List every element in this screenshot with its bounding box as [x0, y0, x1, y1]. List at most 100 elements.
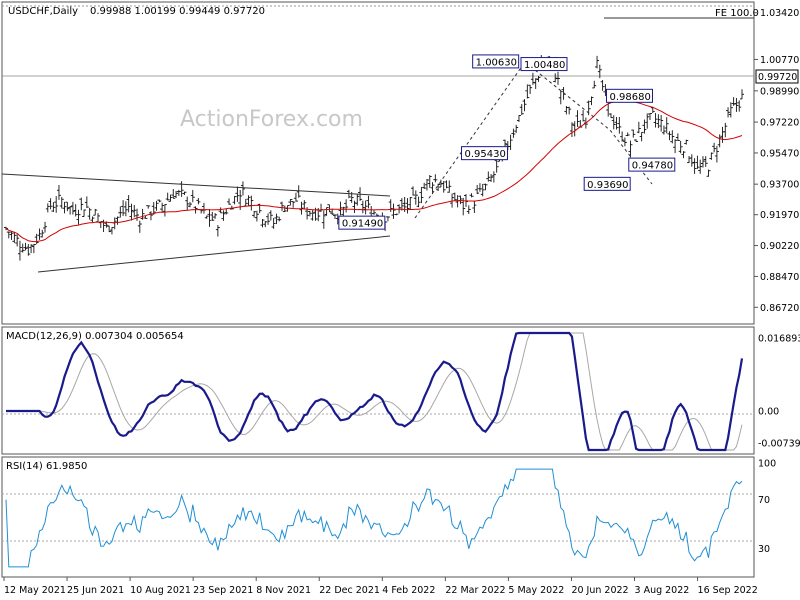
annotation-box: 0.95430	[461, 146, 509, 161]
ohlc-bar	[126, 195, 131, 213]
ohlc-bar	[268, 210, 273, 221]
ohlc-bar	[667, 131, 672, 141]
ohlc-bar	[639, 131, 644, 142]
date-tick-label: 16 Sep 2022	[698, 585, 758, 596]
ohlc-bar	[90, 216, 95, 223]
ohlc-bar	[608, 113, 613, 119]
ohlc-bar	[656, 114, 661, 129]
ohlc-bar	[165, 192, 170, 201]
ohlc-bar	[293, 192, 298, 202]
price-tick-label: 0.98990	[760, 86, 799, 97]
ohlc-bar	[731, 97, 736, 106]
ohlc-bar	[670, 130, 675, 144]
ohlc-bar	[611, 115, 616, 130]
ohlc-bar	[706, 169, 711, 177]
ohlc-bar	[684, 139, 689, 145]
date-tick-label: 8 Nov 2021	[256, 585, 311, 596]
ohlc-bar	[581, 110, 586, 122]
ohlc-bar	[394, 213, 399, 216]
ohlc-bar	[54, 196, 59, 213]
ohlc-bar	[595, 55, 600, 69]
ohlc-bar	[51, 202, 56, 212]
annotation-box: 0.98680	[605, 88, 653, 103]
ohlc-bar	[717, 134, 722, 148]
ohlc-bar	[162, 204, 167, 217]
ohlc-bar	[176, 189, 181, 197]
ohlc-bar	[341, 206, 346, 217]
price-tick-label: 1.00770	[760, 55, 799, 66]
ohlc-bar	[215, 225, 220, 237]
ohlc-bar	[411, 186, 416, 196]
ohlc-bar	[277, 216, 282, 222]
ohlc-bar	[642, 119, 647, 134]
ohlc-bar	[109, 226, 114, 235]
ohlc-bar	[232, 195, 237, 205]
ohlc-bar	[427, 175, 432, 188]
ohlc-bar	[43, 221, 48, 233]
ohlc-bar	[475, 184, 480, 195]
date-tick-label: 3 Aug 2022	[635, 585, 690, 596]
ohlc-bar	[516, 114, 521, 122]
ohlc-bar	[491, 171, 496, 183]
price-tick-label: 0.93700	[760, 180, 799, 191]
triangle-lower-trendline	[37, 235, 391, 273]
annotation-label: 0.91490	[342, 219, 383, 230]
ohlc-bar	[82, 209, 87, 217]
ohlc-bar	[327, 204, 332, 213]
rsi-tick-label: 100	[758, 459, 776, 470]
ohlc-bar	[143, 215, 148, 219]
macd-signal-line	[6, 332, 743, 451]
ohlc-bar	[168, 194, 173, 202]
ohlc-label: 0.99988 1.00199 0.99449 0.97720	[90, 6, 265, 17]
ohlc-bar	[40, 229, 45, 238]
date-tick-label: 22 Mar 2022	[445, 585, 505, 596]
ohlc-bar	[107, 225, 112, 233]
ohlc-bar	[366, 195, 371, 209]
ohlc-bar	[121, 200, 126, 216]
price-tick-label: 0.88470	[760, 272, 799, 283]
triangle-upper-trendline	[1, 173, 391, 197]
ohlc-bar	[224, 208, 229, 215]
ohlc-bar	[681, 151, 686, 159]
ohlc-bar	[115, 216, 120, 225]
date-tick-label: 23 Sep 2021	[193, 585, 253, 596]
ohlc-bar	[213, 213, 218, 219]
ohlc-bar	[634, 139, 639, 142]
rsi-line	[5, 468, 743, 568]
rsi-tick-label: 70	[758, 495, 770, 506]
ohlc-bar	[469, 193, 474, 198]
ohlc-bar	[240, 181, 245, 196]
ohlc-bar	[196, 198, 201, 205]
ohlc-bar	[575, 110, 580, 127]
ohlc-bar	[709, 152, 714, 160]
ohlc-bar	[589, 96, 594, 106]
ohlc-bar	[408, 197, 413, 210]
ohlc-bar	[15, 234, 20, 247]
ohlc-bar	[625, 132, 630, 137]
ohlc-bar	[675, 133, 680, 141]
ohlc-bar	[617, 117, 622, 134]
current-price-box	[755, 69, 799, 84]
ohlc-bar	[160, 202, 165, 213]
ohlc-bar	[137, 220, 142, 233]
ohlc-bar	[70, 201, 75, 215]
date-tick-label: 22 Dec 2021	[319, 585, 380, 596]
macd-line	[6, 331, 744, 452]
macd-tick-label: 0.00	[758, 407, 779, 418]
ohlc-bar	[441, 180, 446, 193]
ohlc-bar	[20, 243, 25, 253]
ohlc-bar	[447, 180, 452, 193]
ohlc-bar	[494, 160, 499, 173]
rsi-axis: 100 70 30	[758, 459, 776, 556]
ohlc-bar	[466, 205, 471, 214]
annotation-box: 1.00480	[520, 57, 568, 72]
ohlc-bar	[330, 208, 335, 215]
rsi-tick-label: 30	[758, 544, 770, 555]
ohlc-bar	[700, 156, 705, 168]
ohlc-bar	[62, 201, 67, 214]
annotation-label: 0.95430	[465, 149, 506, 160]
ohlc-bar	[399, 198, 404, 211]
ohlc-bar	[307, 210, 312, 217]
ohlc-bar	[59, 196, 64, 209]
ohlc-bar	[282, 205, 287, 213]
